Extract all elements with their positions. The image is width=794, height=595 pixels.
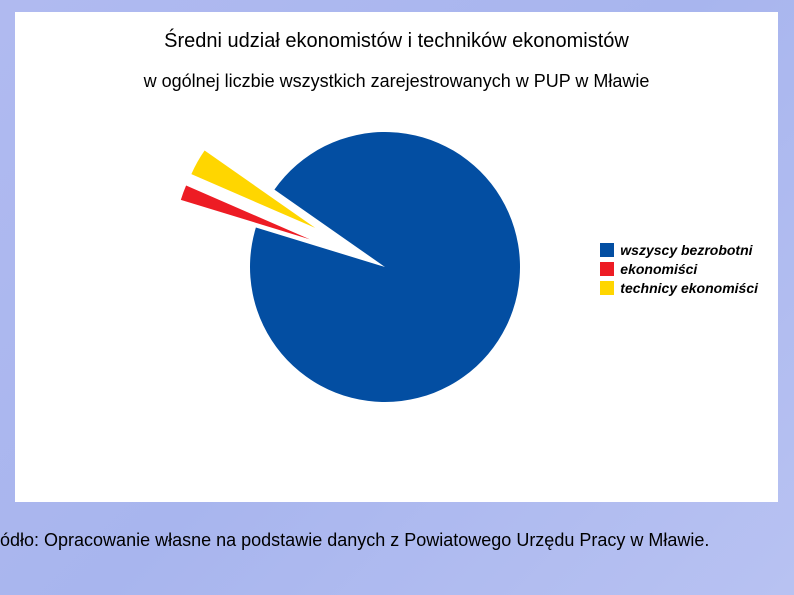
legend-swatch — [600, 262, 614, 276]
chart-panel: Średni udział ekonomistów i techników ek… — [15, 12, 778, 502]
legend-swatch — [600, 281, 614, 295]
chart-area: wszyscy bezrobotni ekonomiści technicy e… — [15, 112, 778, 472]
legend-label: wszyscy bezrobotni — [620, 242, 752, 258]
legend-item: wszyscy bezrobotni — [600, 242, 758, 258]
legend-item: ekonomiści — [600, 261, 758, 277]
legend-label: technicy ekonomiści — [620, 280, 758, 296]
chart-title-line1: Średni udział ekonomistów i techników ek… — [15, 30, 778, 53]
chart-title-line2: w ogólnej liczbie wszystkich zarejestrow… — [15, 71, 778, 92]
legend-swatch — [600, 243, 614, 257]
pie-slice — [250, 132, 520, 402]
legend-item: technicy ekonomiści — [600, 280, 758, 296]
legend: wszyscy bezrobotni ekonomiści technicy e… — [600, 242, 758, 299]
source-text: ódło: Opracowanie własne na podstawie da… — [0, 530, 709, 551]
pie-chart — [95, 112, 555, 472]
legend-label: ekonomiści — [620, 261, 697, 277]
